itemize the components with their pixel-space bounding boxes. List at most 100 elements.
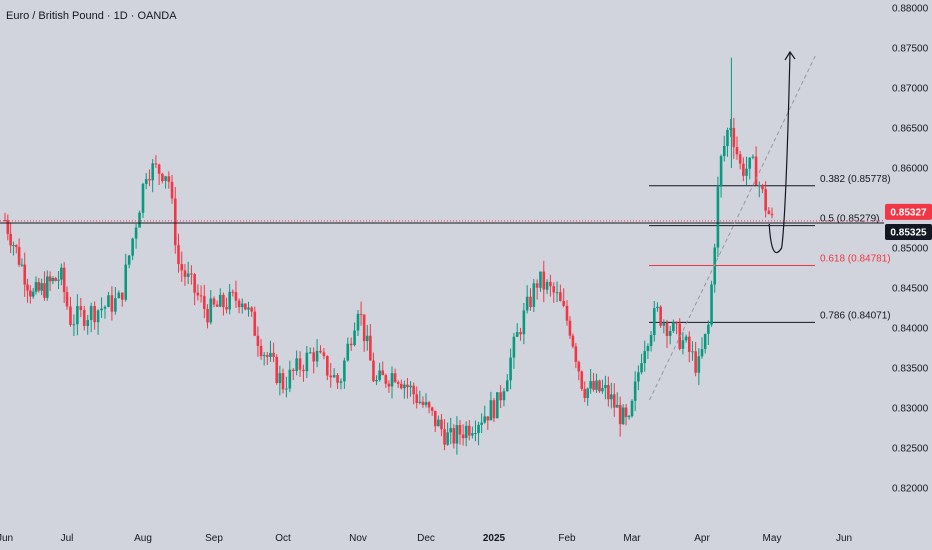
- candle-body: [186, 273, 190, 277]
- candle-body: [607, 384, 610, 400]
- projection-arrow-path[interactable]: [768, 51, 791, 254]
- candle-body: [440, 419, 443, 430]
- fib-level-label: 0.382 (0.85778): [820, 174, 891, 185]
- x-tick-label: Nov: [349, 533, 367, 544]
- y-tick-label: 0.83500: [892, 364, 929, 375]
- candle-body: [770, 213, 774, 216]
- candle-body: [100, 308, 103, 311]
- y-tick-label: 0.84000: [892, 324, 929, 335]
- candle-body: [574, 346, 578, 362]
- candle-body: [700, 349, 704, 357]
- candle-body: [375, 379, 378, 382]
- candle-body: [396, 382, 400, 384]
- candle-body: [767, 210, 771, 214]
- candle-body: [326, 355, 329, 376]
- candle-body: [618, 404, 622, 425]
- last-price-value: 0.85327: [890, 207, 927, 218]
- candle-body: [496, 392, 499, 419]
- projection-drawings[interactable]: [649, 50, 816, 401]
- candle-body: [764, 189, 767, 211]
- candle-body: [732, 127, 736, 148]
- candle-body: [592, 381, 595, 390]
- candle-body: [458, 425, 462, 435]
- fib-level-label: 0.618 (0.84781): [820, 254, 891, 265]
- candle-body: [652, 308, 656, 336]
- candle-body: [272, 352, 275, 357]
- candle-body: [522, 310, 526, 335]
- candle-body: [167, 176, 171, 182]
- candle-body: [409, 385, 412, 388]
- candle-body: [215, 304, 219, 307]
- candle-body: [259, 345, 263, 357]
- candle-body: [415, 394, 419, 403]
- candle-body: [418, 401, 422, 403]
- candle-body: [412, 385, 415, 395]
- candle-body: [228, 291, 231, 310]
- candle-body: [583, 388, 587, 398]
- candle-body: [406, 384, 409, 388]
- candle-body: [12, 245, 15, 247]
- candle-body: [545, 281, 549, 290]
- candle-body: [656, 306, 659, 309]
- x-tick-label: Apr: [694, 533, 710, 544]
- candle-body: [455, 425, 459, 444]
- candle-body: [131, 238, 134, 256]
- candle-body: [738, 154, 742, 164]
- x-tick-label: 2025: [483, 533, 506, 544]
- candle-body: [735, 147, 739, 155]
- candle-body: [45, 276, 49, 298]
- candle-body: [430, 407, 434, 411]
- candle-body: [499, 392, 502, 401]
- candle-body: [72, 324, 76, 326]
- candle-body: [57, 279, 60, 281]
- candle-body: [691, 351, 694, 353]
- candle-body: [694, 351, 697, 373]
- candle-body: [745, 168, 748, 176]
- candle-body: [278, 373, 282, 384]
- dashed-trendline[interactable]: [649, 55, 816, 401]
- candle-body: [675, 322, 678, 324]
- candles: [3, 57, 774, 455]
- candle-body: [489, 400, 493, 421]
- candle-body: [173, 198, 177, 246]
- candle-body: [643, 351, 647, 364]
- candle-body: [48, 276, 52, 282]
- candle-body: [393, 373, 397, 383]
- price-badges: 0.85327 0.85325: [885, 203, 932, 240]
- candle-body: [598, 380, 601, 392]
- x-tick-label: May: [763, 533, 782, 544]
- candle-body: [269, 352, 272, 357]
- candle-body: [757, 185, 761, 187]
- candle-body: [372, 360, 375, 382]
- candle-body: [427, 402, 431, 408]
- candle-body: [339, 381, 343, 383]
- candle-body: [378, 370, 381, 380]
- candle-body: [577, 361, 581, 372]
- candle-body: [595, 380, 598, 390]
- y-tick-label: 0.84500: [892, 284, 929, 295]
- x-tick-label: Oct: [275, 533, 291, 544]
- candle-body: [515, 332, 519, 337]
- candle-body: [637, 372, 640, 382]
- y-tick-label: 0.82000: [892, 484, 929, 495]
- candle-body: [568, 320, 572, 336]
- time-axis[interactable]: Jun Jul Aug Sep Oct Nov Dec 2025 Feb Mar Apr May Jun: [0, 533, 852, 544]
- candle-body: [443, 429, 446, 445]
- candle-body: [710, 284, 713, 325]
- candle-body: [20, 264, 24, 266]
- candle-body: [40, 283, 43, 291]
- candle-body: [110, 295, 114, 312]
- candle-body: [761, 185, 764, 190]
- candle-body: [69, 306, 72, 325]
- candle-body: [359, 313, 363, 315]
- candle-body: [751, 156, 755, 158]
- candle-body: [509, 357, 512, 381]
- price-axis[interactable]: 0.880000.875000.870000.865000.860000.855…: [892, 4, 929, 495]
- candle-body: [580, 371, 584, 389]
- candle-body: [31, 291, 35, 297]
- candle-body: [437, 419, 440, 427]
- candle-body: [719, 156, 723, 187]
- x-tick-label: Jun: [0, 533, 13, 544]
- candle-body: [247, 307, 250, 310]
